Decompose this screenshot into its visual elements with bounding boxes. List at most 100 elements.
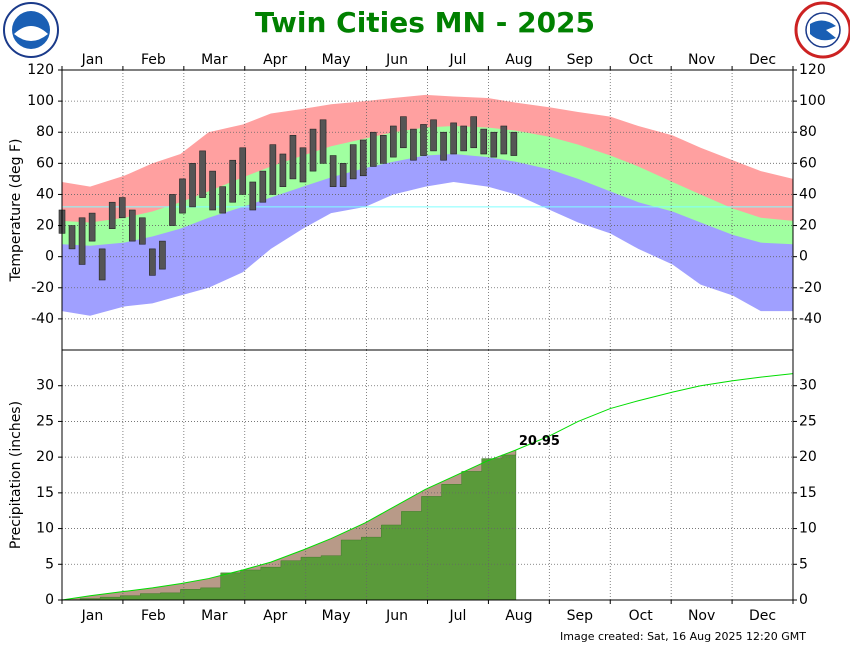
y-tick-label: 10 — [36, 521, 54, 537]
observed-bar — [249, 181, 257, 211]
observed-bar — [470, 116, 477, 149]
observed-bar — [269, 144, 277, 195]
y2-tick-label: 15 — [799, 485, 817, 501]
footer: Image created: Sat, 16 Aug 2025 12:20 GM… — [560, 630, 806, 643]
observed-bar — [490, 131, 498, 158]
month-label: May — [322, 52, 351, 68]
observed-bar — [199, 150, 206, 198]
observed-bar — [500, 125, 508, 155]
observed-bar — [149, 248, 156, 276]
y2-tick-label: 40 — [799, 186, 817, 202]
month-label: Dec — [749, 608, 776, 624]
y-axis-label: Temperature (deg F) — [8, 139, 24, 283]
y-tick-label: 120 — [27, 62, 54, 78]
y2-tick-label: 100 — [799, 93, 826, 109]
observed-bar — [189, 163, 196, 208]
month-label: Oct — [629, 608, 654, 624]
observed-bar — [239, 147, 247, 195]
observed-bar — [139, 217, 146, 245]
month-label: Jun — [385, 52, 408, 68]
observed-bar — [400, 116, 407, 149]
y-tick-label: 100 — [27, 93, 54, 109]
month-label: Aug — [505, 52, 532, 68]
y-tick-label: 40 — [36, 186, 54, 202]
observed-bar — [510, 131, 518, 156]
observed-bar — [460, 125, 467, 152]
month-label: Mar — [201, 52, 228, 68]
y2-tick-label: 20 — [799, 218, 817, 234]
observed-bar — [299, 147, 307, 183]
month-label: Dec — [749, 52, 776, 68]
observed-bar — [279, 153, 287, 187]
y-tick-label: 20 — [36, 449, 54, 465]
observed-bar — [380, 135, 387, 164]
month-label: Mar — [201, 608, 228, 624]
month-label: May — [322, 608, 351, 624]
observed-bar — [390, 125, 397, 158]
y-tick-label: 25 — [36, 413, 54, 429]
month-label: Feb — [141, 608, 166, 624]
y-tick-label: 5 — [45, 556, 54, 572]
month-label: Apr — [263, 608, 287, 624]
observed-bar — [179, 178, 186, 214]
month-label: Sep — [567, 52, 594, 68]
nws-logo — [794, 1, 850, 59]
observed-bar — [309, 128, 317, 172]
month-label: Nov — [688, 608, 715, 624]
observed-bar — [369, 131, 377, 167]
observed-bar — [359, 139, 367, 177]
month-label: Apr — [263, 52, 287, 68]
month-label: Jul — [449, 608, 467, 624]
observed-bar — [98, 248, 106, 281]
y2-tick-label: 0 — [799, 592, 808, 608]
observed-bar — [339, 163, 347, 187]
noaa-logo — [3, 2, 59, 58]
observed-bar — [229, 159, 237, 203]
observed-bar — [329, 155, 337, 187]
y-tick-label: 60 — [36, 155, 54, 171]
y2-tick-label: -20 — [799, 280, 822, 296]
observed-bar — [410, 128, 417, 161]
y-tick-label: -40 — [31, 311, 54, 327]
observed-bar — [159, 240, 166, 270]
y2-tick-label: 60 — [799, 155, 817, 171]
y2-tick-label: 10 — [799, 521, 817, 537]
y2-tick-label: 0 — [799, 249, 808, 265]
observed-bar — [319, 119, 327, 164]
y-tick-label: -20 — [31, 280, 54, 296]
observed-bar — [420, 124, 427, 156]
y-tick-label: 30 — [36, 378, 54, 394]
month-label: Jul — [449, 52, 467, 68]
observed-bar — [480, 128, 488, 155]
observed-bar — [259, 170, 267, 203]
month-label: Sep — [567, 608, 594, 624]
y-tick-label: 0 — [45, 592, 54, 608]
observed-bar — [430, 119, 437, 152]
month-label: Aug — [505, 608, 532, 624]
y-tick-label: 20 — [36, 218, 54, 234]
month-label: Jun — [385, 608, 408, 624]
observed-bar — [78, 217, 86, 265]
observed-bar — [440, 131, 447, 161]
observed-bar — [209, 170, 216, 211]
observed-bar — [289, 135, 297, 180]
y2-tick-label: 25 — [799, 413, 817, 429]
normal-line — [61, 373, 794, 601]
value-label: 20.95 — [519, 434, 560, 449]
observed-bar — [128, 209, 136, 242]
y2-tick-label: 5 — [799, 556, 808, 572]
month-label: Jan — [81, 52, 104, 68]
observed-bar — [219, 186, 226, 214]
y2-tick-label: 120 — [799, 62, 826, 78]
y-tick-label: 0 — [45, 249, 54, 265]
y-tick-label: 80 — [36, 124, 54, 140]
observed-bar — [68, 225, 76, 250]
observed-bar — [349, 144, 357, 180]
observed-bar — [450, 122, 457, 155]
observed-bar — [108, 201, 116, 229]
y2-tick-label: 30 — [799, 378, 817, 394]
y2-tick-label: -40 — [799, 311, 822, 327]
y-axis-label: Precipitation (inches) — [8, 401, 24, 549]
month-label: Feb — [141, 52, 166, 68]
